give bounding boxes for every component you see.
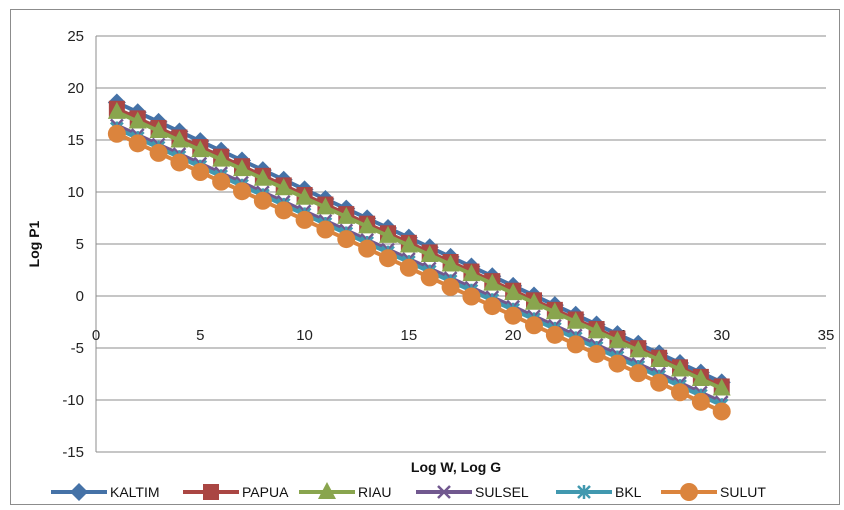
legend-marker-sulsel — [437, 485, 451, 499]
data-point-riau — [337, 206, 356, 224]
y-tick-label: 25 — [67, 28, 84, 45]
data-point-riau — [504, 283, 523, 301]
legend-label-bkl: BKL — [615, 484, 642, 500]
x-tick-label: 35 — [818, 327, 835, 344]
data-point-riau — [441, 254, 460, 272]
data-point-riau — [462, 264, 481, 282]
data-point-riau — [274, 178, 293, 196]
data-point-sulut — [671, 383, 689, 402]
data-point-riau — [691, 369, 710, 387]
data-point-riau — [587, 321, 606, 339]
data-point-sulut — [253, 191, 272, 210]
legend-label-riau: RIAU — [358, 484, 391, 500]
data-point-riau — [650, 349, 669, 367]
data-point-sulut — [420, 268, 439, 287]
x-tick-label: 10 — [296, 327, 313, 344]
data-point-riau — [170, 130, 189, 148]
data-point-sulut — [170, 153, 189, 172]
data-point-sulut — [379, 249, 397, 268]
x-axis-title: Log W, Log G — [411, 459, 501, 475]
y-tick-label: 0 — [76, 288, 84, 305]
data-point-riau — [295, 187, 314, 205]
legend-marker-kaltim — [70, 483, 88, 501]
data-point-sulut — [295, 210, 314, 229]
data-point-riau — [316, 197, 335, 215]
data-point-riau — [566, 311, 585, 329]
data-point-riau — [629, 340, 648, 358]
data-point-sulut — [441, 277, 460, 296]
data-point-sulut — [274, 201, 293, 220]
data-point-riau — [399, 235, 418, 253]
y-axis-title: Log P1 — [26, 220, 42, 267]
data-point-riau — [128, 111, 147, 129]
y-tick-label: -15 — [62, 444, 84, 461]
y-tick-label: 10 — [67, 184, 84, 201]
data-point-sulut — [233, 182, 251, 201]
x-tick-label: 5 — [196, 327, 204, 344]
data-point-sulut — [587, 344, 606, 363]
data-point-riau — [358, 216, 377, 234]
data-point-riau — [608, 330, 627, 348]
data-point-sulut — [107, 124, 126, 143]
x-tick-label: 15 — [401, 327, 418, 344]
x-tick-label: 0 — [92, 327, 100, 344]
data-point-sulut — [545, 325, 564, 344]
data-point-riau — [149, 120, 168, 138]
data-point-sulut — [504, 306, 523, 325]
data-point-riau — [712, 378, 731, 396]
data-point-sulut — [712, 402, 731, 421]
data-point-riau — [379, 225, 397, 243]
x-tick-label: 20 — [505, 327, 522, 344]
x-tick-label: 30 — [713, 327, 730, 344]
legend-marker-papua — [203, 484, 219, 500]
data-point-riau — [233, 159, 251, 177]
y-tick-label: -10 — [62, 392, 84, 409]
data-point-riau — [671, 359, 689, 377]
legend-label-sulut: SULUT — [720, 484, 766, 500]
legend-marker-riau — [318, 482, 336, 499]
data-point-riau — [253, 168, 272, 186]
data-point-sulut — [650, 373, 669, 392]
data-point-sulut — [525, 316, 543, 335]
data-point-sulut — [212, 172, 231, 191]
data-point-sulut — [191, 163, 210, 182]
data-point-sulut — [566, 335, 585, 354]
legend-label-kaltim: KALTIM — [110, 484, 160, 500]
data-point-riau — [420, 245, 439, 263]
data-point-sulut — [149, 143, 168, 162]
data-point-riau — [525, 292, 543, 310]
data-point-sulut — [608, 354, 627, 373]
data-point-sulut — [128, 134, 147, 153]
data-point-riau — [191, 140, 210, 158]
data-point-sulut — [337, 230, 356, 249]
legend-marker-bkl — [577, 485, 591, 499]
y-tick-label: -5 — [71, 340, 84, 357]
data-point-sulut — [399, 258, 418, 277]
legend-marker-sulut — [680, 483, 698, 501]
data-point-riau — [483, 273, 502, 291]
data-point-sulut — [316, 220, 335, 239]
y-tick-label: 15 — [67, 132, 84, 149]
data-point-riau — [107, 101, 126, 119]
y-tick-label: 5 — [76, 236, 84, 253]
data-point-sulut — [358, 239, 377, 258]
data-point-riau — [545, 302, 564, 320]
legend-label-papua: PAPUA — [242, 484, 289, 500]
data-point-riau — [212, 149, 231, 167]
y-tick-label: 20 — [67, 80, 84, 97]
legend-label-sulsel: SULSEL — [475, 484, 529, 500]
series-line-riau — [116, 110, 723, 391]
data-point-sulut — [629, 364, 648, 383]
data-point-sulut — [462, 287, 481, 306]
data-point-sulut — [483, 297, 502, 316]
data-point-sulut — [691, 392, 710, 411]
